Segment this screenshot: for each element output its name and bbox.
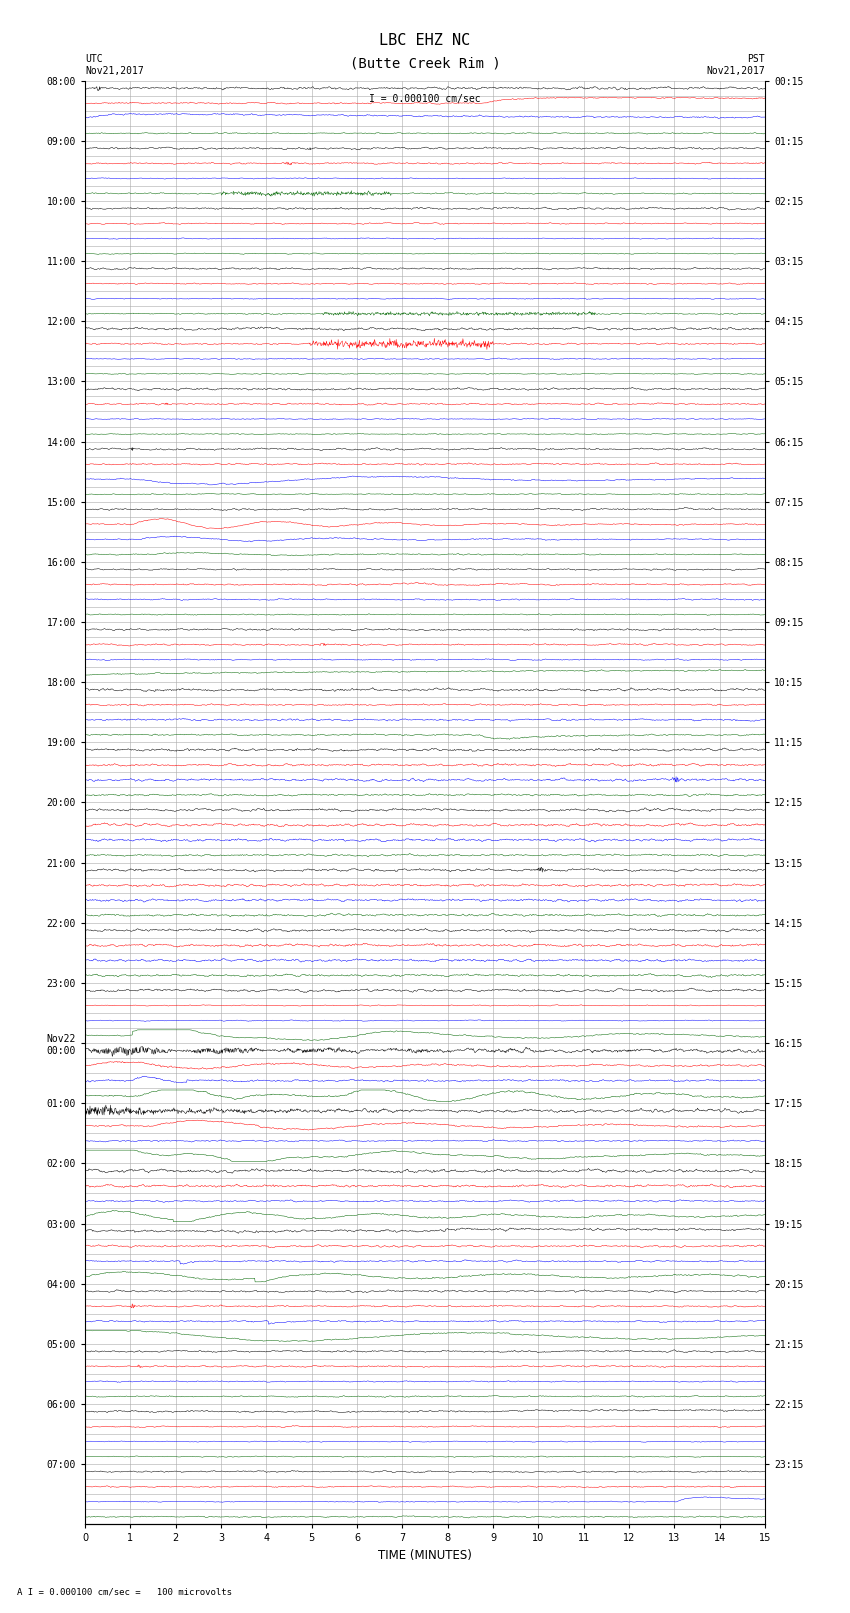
Text: I = 0.000100 cm/sec: I = 0.000100 cm/sec (369, 94, 481, 103)
Text: LBC EHZ NC: LBC EHZ NC (379, 34, 471, 48)
Text: (Butte Creek Rim ): (Butte Creek Rim ) (349, 56, 501, 71)
Text: A I = 0.000100 cm/sec =   100 microvolts: A I = 0.000100 cm/sec = 100 microvolts (17, 1587, 232, 1597)
Text: UTC
Nov21,2017: UTC Nov21,2017 (85, 55, 144, 76)
Text: PST
Nov21,2017: PST Nov21,2017 (706, 55, 765, 76)
X-axis label: TIME (MINUTES): TIME (MINUTES) (378, 1548, 472, 1561)
